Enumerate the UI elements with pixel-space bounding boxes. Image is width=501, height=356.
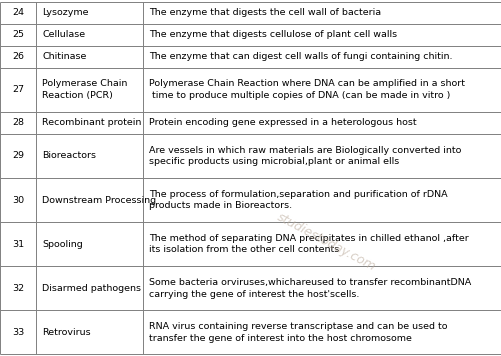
Text: Recombinant protein: Recombinant protein [42, 119, 141, 127]
Text: specific products using microbial,plant or animal ells: specific products using microbial,plant … [149, 157, 399, 166]
Text: 24: 24 [12, 8, 24, 17]
Text: Cellulase: Cellulase [42, 30, 85, 39]
Text: The enzyme that digests cellulose of plant cell walls: The enzyme that digests cellulose of pla… [149, 30, 396, 39]
Text: 27: 27 [12, 85, 24, 94]
Text: Reaction (PCR): Reaction (PCR) [42, 91, 113, 100]
Text: 29: 29 [12, 151, 24, 161]
Text: The enzyme that digests the cell wall of bacteria: The enzyme that digests the cell wall of… [149, 8, 380, 17]
Text: Are vessels in which raw materials are Biologically converted into: Are vessels in which raw materials are B… [149, 146, 460, 155]
Text: 33: 33 [12, 328, 24, 337]
Text: Some bacteria orviruses,whichareused to transfer recombinantDNA: Some bacteria orviruses,whichareused to … [149, 278, 470, 287]
Text: its isolation from the other cell contents: its isolation from the other cell conten… [149, 246, 339, 255]
Text: carrying the gene of interest the host'scells.: carrying the gene of interest the host's… [149, 289, 359, 299]
Text: Lysozyme: Lysozyme [42, 8, 89, 17]
Text: Disarmed pathogens: Disarmed pathogens [42, 284, 141, 293]
Text: Chitinase: Chitinase [42, 52, 86, 61]
Text: studiestoday.com: studiestoday.com [274, 210, 377, 274]
Text: Protein encoding gene expressed in a heterologous host: Protein encoding gene expressed in a het… [149, 119, 416, 127]
Text: transfer the gene of interest into the host chromosome: transfer the gene of interest into the h… [149, 334, 411, 342]
Text: Retrovirus: Retrovirus [42, 328, 91, 337]
Text: Polymerase Chain Reaction where DNA can be amplified in a short: Polymerase Chain Reaction where DNA can … [149, 79, 464, 89]
Text: time to produce multiple copies of DNA (can be made in vitro ): time to produce multiple copies of DNA (… [149, 91, 449, 100]
Text: 31: 31 [12, 240, 24, 248]
Text: Downstream Processing: Downstream Processing [42, 195, 156, 205]
Text: RNA virus containing reverse transcriptase and can be used to: RNA virus containing reverse transcripta… [149, 322, 447, 331]
Text: 26: 26 [12, 52, 24, 61]
Text: The enzyme that can digest cell walls of fungi containing chitin.: The enzyme that can digest cell walls of… [149, 52, 452, 61]
Text: products made in Bioreactors.: products made in Bioreactors. [149, 201, 292, 210]
Text: The method of separating DNA precipitates in chilled ethanol ,after: The method of separating DNA precipitate… [149, 234, 468, 243]
Text: 25: 25 [12, 30, 24, 39]
Text: Polymerase Chain: Polymerase Chain [42, 79, 127, 89]
Text: 30: 30 [12, 195, 24, 205]
Text: Spooling: Spooling [42, 240, 83, 248]
Text: Bioreactors: Bioreactors [42, 151, 96, 161]
Text: 32: 32 [12, 284, 24, 293]
Text: The process of formulation,separation and purification of rDNA: The process of formulation,separation an… [149, 190, 447, 199]
Text: 28: 28 [12, 119, 24, 127]
